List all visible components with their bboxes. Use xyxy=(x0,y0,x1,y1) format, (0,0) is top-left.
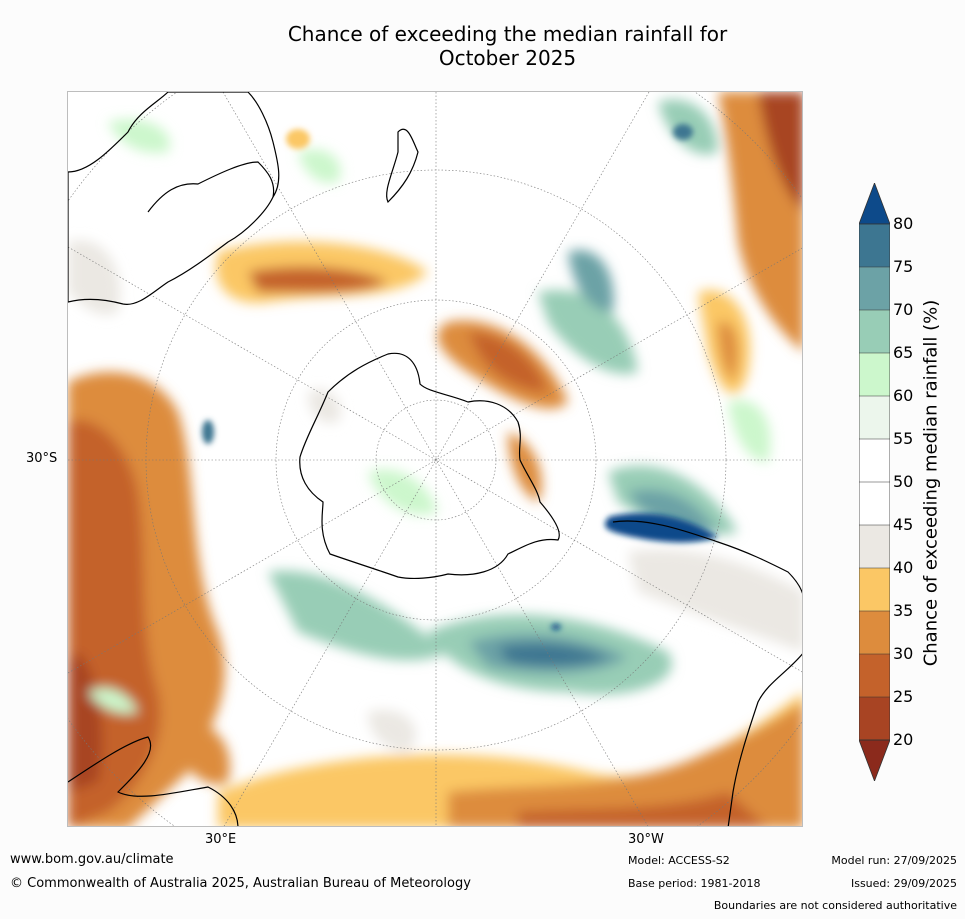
colorbar-tick-label: 25 xyxy=(893,687,914,706)
antarctica-coastline xyxy=(299,352,560,580)
colorbar-band-55-60 xyxy=(859,396,890,439)
issued-date: Issued: 29/09/2025 xyxy=(850,877,957,890)
colorbar-band-45-50 xyxy=(859,482,890,525)
map-title: Chance of exceeding the median rainfall … xyxy=(200,22,815,70)
colorbar-tick-label: 65 xyxy=(893,343,914,362)
colorbar-band-20-25 xyxy=(859,697,890,740)
colorbar-band-60-65 xyxy=(859,353,890,396)
colorbar-tick-label: 20 xyxy=(893,730,914,749)
colorbar-tick-label: 35 xyxy=(893,601,914,620)
colorbar-band-75-80 xyxy=(859,224,890,267)
model-run-info: Model run: 27/09/2025 xyxy=(831,854,957,867)
website-link[interactable]: www.bom.gov.au/climate xyxy=(10,852,174,867)
colorbar xyxy=(859,183,890,781)
colorbar-extend-top xyxy=(859,183,890,225)
colorbar-band-25-30 xyxy=(859,654,890,697)
colorbar-tick-label: 30 xyxy=(893,644,914,663)
probability-accents xyxy=(202,124,718,630)
colorbar-band-40-45 xyxy=(859,525,890,568)
colorbar-tick-label: 40 xyxy=(893,558,914,577)
model-info: Model: ACCESS-S2 xyxy=(628,854,730,867)
africa-coastline xyxy=(68,736,239,826)
colorbar-title: Chance of exceeding median rainfall (%) xyxy=(920,299,942,667)
title-line-2: October 2025 xyxy=(438,46,577,70)
colorbar-tick-label: 45 xyxy=(893,515,914,534)
copyright-notice: © Commonwealth of Australia 2025, Austra… xyxy=(10,876,471,891)
new-zealand-coastline xyxy=(386,128,419,204)
title-line-1: Chance of exceeding the median rainfall … xyxy=(287,22,728,46)
colorbar-band-35-40 xyxy=(859,568,890,611)
longitude-label-30w: 30°W xyxy=(628,832,664,847)
colorbar-band-50-55 xyxy=(859,439,890,482)
graticule xyxy=(68,92,802,826)
longitude-label-30e: 30°E xyxy=(205,832,237,847)
colorbar-extend-bottom xyxy=(859,739,890,781)
colorbar-tick-label: 75 xyxy=(893,257,914,276)
colorbar-band-30-35 xyxy=(859,611,890,654)
colorbar-tick-label: 70 xyxy=(893,300,914,319)
south-america-coastline xyxy=(612,520,802,826)
colorbar-tick-label: 55 xyxy=(893,429,914,448)
rainfall-map xyxy=(67,91,803,827)
colorbar-tick-label: 60 xyxy=(893,386,914,405)
boundaries-disclaimer: Boundaries are not considered authoritat… xyxy=(713,899,957,912)
latitude-label-30s: 30°S xyxy=(26,451,58,466)
australia-coastline xyxy=(68,92,280,305)
colorbar-band-65-70 xyxy=(859,310,890,353)
colorbar-tick-label: 50 xyxy=(893,472,914,491)
map-canvas xyxy=(68,92,802,826)
colorbar-band-70-75 xyxy=(859,267,890,310)
probability-field xyxy=(68,92,802,826)
base-period-info: Base period: 1981-2018 xyxy=(628,877,761,890)
coastlines xyxy=(68,92,802,826)
colorbar-tick-label: 80 xyxy=(893,214,914,233)
